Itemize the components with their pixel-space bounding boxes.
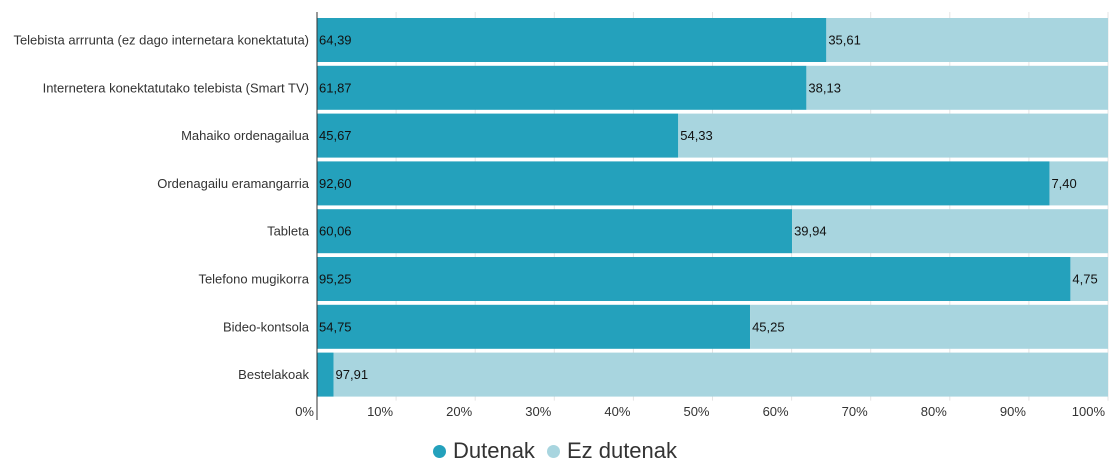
data-label: 97,91 xyxy=(336,367,369,382)
data-label: 38,13 xyxy=(808,80,841,95)
bar-segment xyxy=(678,113,1108,158)
data-label: 95,25 xyxy=(319,272,352,287)
x-tick-label: 30% xyxy=(525,404,551,419)
x-tick-label: 0% xyxy=(295,404,314,419)
x-tick-label: 50% xyxy=(683,404,709,419)
data-label: 54,33 xyxy=(680,128,713,143)
data-label: 92,60 xyxy=(319,176,352,191)
bar-segment xyxy=(317,65,807,110)
bar-segment xyxy=(317,352,334,397)
x-tick-label: 90% xyxy=(1000,404,1026,419)
category-label: Ordenagailu eramangarria xyxy=(157,176,310,191)
category-label: Telebista arrrunta (ez dago internetara … xyxy=(13,33,309,48)
bar-segment xyxy=(806,65,1108,110)
x-tick-label: 60% xyxy=(763,404,789,419)
data-label: 61,87 xyxy=(319,80,352,95)
legend-label: Dutenak xyxy=(452,438,535,463)
bars-layer xyxy=(317,18,1109,397)
data-label: 64,39 xyxy=(319,33,352,48)
x-tick-label: 40% xyxy=(604,404,630,419)
x-tick-label: 80% xyxy=(921,404,947,419)
legend-label: Ez dutenak xyxy=(566,438,678,463)
data-label: 45,25 xyxy=(752,319,785,334)
bar-segment xyxy=(317,257,1071,301)
bar-segment xyxy=(1049,161,1108,206)
category-label: Bideo-kontsola xyxy=(223,319,310,334)
bar-segment xyxy=(1070,257,1108,301)
legend-item-series-1[interactable]: Ez dutenak xyxy=(546,438,678,464)
data-label: 4,75 xyxy=(1072,272,1097,287)
data-label: 45,67 xyxy=(319,128,352,143)
bar-segment xyxy=(792,209,1108,254)
data-label: 35,61 xyxy=(828,33,861,48)
bar-segment xyxy=(826,18,1108,62)
category-label: Telefono mugikorra xyxy=(198,272,309,287)
legend-dot-icon xyxy=(432,444,446,458)
x-tick-label: 10% xyxy=(367,404,393,419)
bar-segment xyxy=(750,304,1108,349)
legend-item-series-0[interactable]: Dutenak xyxy=(432,438,535,464)
stacked-bar-chart: 64,39 35,61 61,87 38,13 45,67 54,33 92,60 7,40 6… xyxy=(13,12,1109,420)
bar-segment xyxy=(333,352,1109,397)
bar-segment xyxy=(317,304,751,349)
data-label: 7,40 xyxy=(1051,176,1076,191)
x-tick-label: 70% xyxy=(842,404,868,419)
bar-segment xyxy=(317,209,793,254)
data-label: 39,94 xyxy=(794,224,827,239)
x-tick-label: 100% xyxy=(1072,404,1106,419)
category-label: Bestelakoak xyxy=(238,367,309,382)
bar-segment xyxy=(317,161,1050,206)
data-label: 54,75 xyxy=(319,319,352,334)
legend: Dutenak Ez dutenak xyxy=(0,436,1110,466)
bar-segment xyxy=(317,18,827,62)
category-label: Mahaiko ordenagailua xyxy=(181,128,310,143)
data-label: 60,06 xyxy=(319,224,352,239)
category-label: Tableta xyxy=(267,224,310,239)
axis-layer: 0% 10% 20% 30% 40% 50% 60% 70% 80% 90% 100% Telebis… xyxy=(13,12,1105,420)
bar-segment xyxy=(317,113,679,158)
legend-dot-icon xyxy=(546,444,560,458)
category-label: Internetera konektatutako telebista (Sma… xyxy=(43,80,309,95)
x-tick-label: 20% xyxy=(446,404,472,419)
labels-layer: 64,39 35,61 61,87 38,13 45,67 54,33 92,60 7,40 6… xyxy=(319,33,1098,383)
